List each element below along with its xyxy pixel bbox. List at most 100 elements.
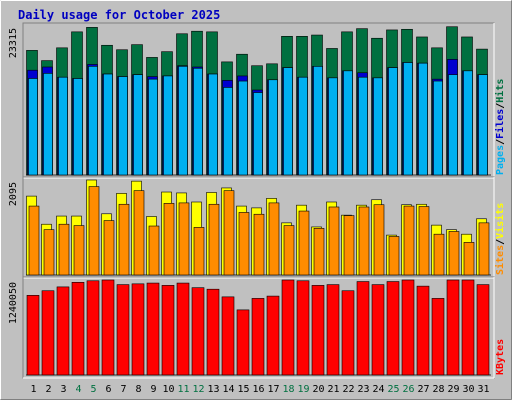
bar-pages <box>103 73 113 176</box>
bar-kbytes <box>296 280 310 376</box>
x-tick-label: 26 <box>402 384 414 395</box>
bar-kbytes <box>41 290 55 376</box>
x-tick-label: 6 <box>105 384 111 395</box>
x-tick-label: 9 <box>150 384 156 395</box>
x-tick-label: 15 <box>237 384 249 395</box>
legend-item: / <box>495 103 506 109</box>
bar-pages <box>448 74 458 176</box>
x-tick-label: 2 <box>45 384 51 395</box>
bar-sites <box>298 210 310 276</box>
bar-kbytes <box>401 279 415 376</box>
x-tick-label: 28 <box>432 384 444 395</box>
bar-pages <box>28 78 38 176</box>
bar-sites <box>43 229 55 276</box>
bar-sites <box>433 233 445 276</box>
bar-sites <box>208 203 220 276</box>
bar-pages <box>73 78 83 176</box>
x-tick-label: 22 <box>342 384 354 395</box>
bar-sites <box>253 213 265 276</box>
bar-sites <box>313 227 325 276</box>
bar-kbytes <box>131 283 145 376</box>
bar-kbytes <box>176 282 190 376</box>
y-max-label: 23315 <box>8 28 19 58</box>
x-tick-label: 30 <box>462 384 474 395</box>
bar-kbytes <box>431 298 445 376</box>
legend-item: Sites <box>494 245 506 275</box>
bar-sites <box>403 205 415 276</box>
panel-kbytes: 1240050 KBytes <box>8 276 506 379</box>
x-tick-label: 13 <box>207 384 219 395</box>
x-tick-label: 21 <box>327 384 339 395</box>
bar-sites <box>238 212 250 276</box>
bar-pages <box>313 66 323 176</box>
bar-sites <box>283 225 295 276</box>
bar-sites <box>373 204 385 276</box>
bar-kbytes <box>26 295 40 376</box>
bar-pages <box>328 77 338 176</box>
bar-pages <box>253 92 263 176</box>
legend: Sites/Visits <box>494 203 506 275</box>
panel-visits-sites: 2095 Sites/Visits <box>8 176 506 279</box>
bar-kbytes <box>221 296 235 376</box>
bar-kbytes <box>416 285 430 376</box>
bar-sites <box>193 227 205 276</box>
legend-item: Hits <box>494 79 506 103</box>
x-tick-label: 7 <box>120 384 126 395</box>
bar-sites <box>88 186 100 276</box>
y-max-label: 2095 <box>8 182 19 206</box>
x-tick-label: 17 <box>267 384 279 395</box>
x-tick-label: 14 <box>222 384 234 395</box>
x-tick-label: 31 <box>477 384 489 395</box>
bar-pages <box>388 67 398 176</box>
bar-kbytes <box>101 279 115 376</box>
legend-item: Files <box>494 109 506 139</box>
legend-item: Pages <box>495 145 506 175</box>
bar-sites <box>73 225 85 276</box>
bar-sites <box>388 236 400 276</box>
x-tick-label: 20 <box>312 384 324 395</box>
x-tick-label: 12 <box>192 384 204 395</box>
bar-kbytes <box>356 281 370 376</box>
bar-sites <box>328 206 340 276</box>
bar-kbytes <box>446 279 460 376</box>
bar-sites <box>268 202 280 276</box>
bar-pages <box>88 66 98 176</box>
bar-kbytes <box>56 286 70 376</box>
bar-pages <box>43 73 53 176</box>
x-tick-label: 8 <box>135 384 141 395</box>
legend-item: / <box>495 139 506 145</box>
legend: Pages/Files/Hits <box>494 79 506 175</box>
x-tick-label: 1 <box>30 384 36 395</box>
x-tick-label: 25 <box>387 384 399 395</box>
x-tick-label: 5 <box>90 384 96 395</box>
x-axis-labels: 1 2 3 4 5 6 7 8 9 10 11 12 13 14 15 16 17 18 19 20 21 22 23 24 2… <box>30 384 489 395</box>
bar-pages <box>193 67 203 176</box>
bar-kbytes <box>281 279 295 376</box>
bar-pages <box>133 74 143 176</box>
legend: KBytes <box>495 339 506 375</box>
bar-sites <box>418 206 430 276</box>
bar-kbytes <box>116 284 130 376</box>
bar-sites <box>133 190 145 276</box>
x-tick-label: 16 <box>252 384 264 395</box>
x-tick-label: 29 <box>447 384 459 395</box>
bar-pages <box>148 78 158 176</box>
bar-sites <box>103 220 115 276</box>
bar-kbytes <box>311 285 325 376</box>
bar-kbytes <box>206 288 220 376</box>
y-max-label: 1240050 <box>8 282 19 324</box>
bar-kbytes <box>146 282 160 376</box>
bar-pages <box>463 70 473 176</box>
bar-pages <box>478 74 488 176</box>
bar-pages <box>358 76 368 176</box>
bar-pages <box>118 76 128 176</box>
bar-kbytes <box>86 280 100 376</box>
bar-sites <box>463 242 475 276</box>
bar-kbytes <box>326 284 340 376</box>
bar-kbytes <box>71 282 85 376</box>
x-tick-label: 4 <box>75 384 81 395</box>
panels: 23315Pages/Files/Hits2095Sites/Visits124… <box>8 22 506 379</box>
bar-sites <box>163 203 175 276</box>
bar-pages <box>403 62 413 176</box>
